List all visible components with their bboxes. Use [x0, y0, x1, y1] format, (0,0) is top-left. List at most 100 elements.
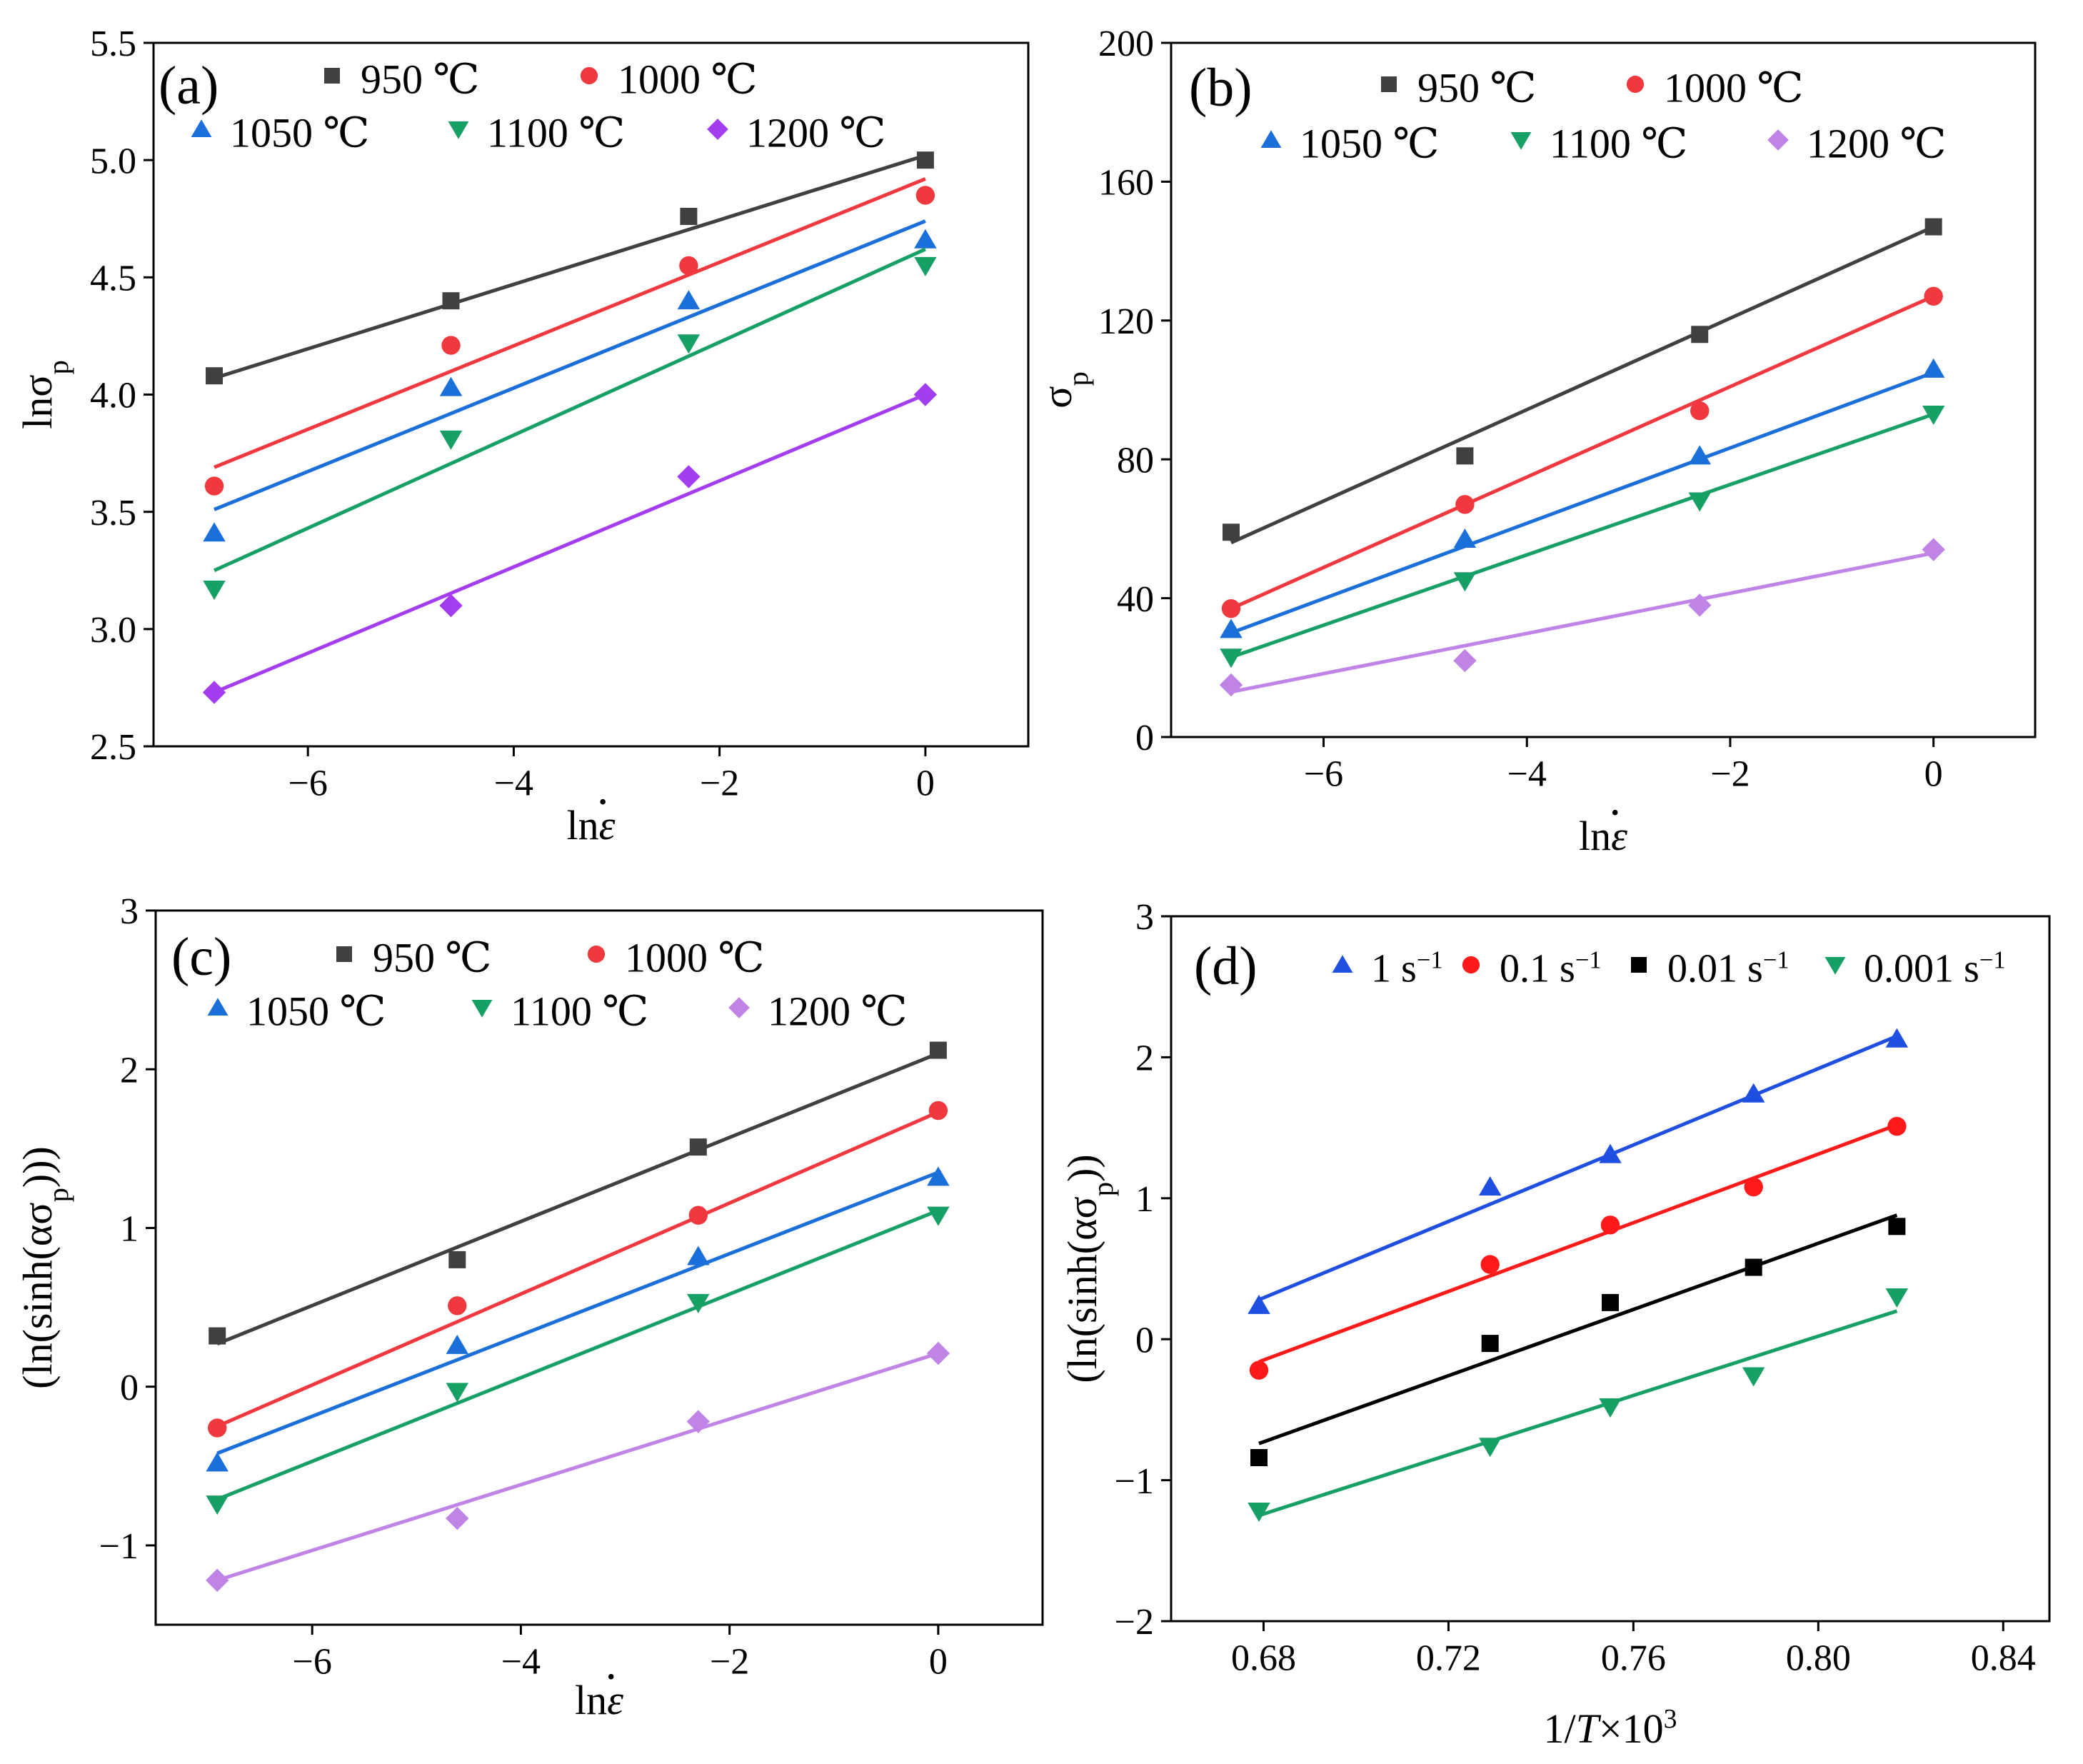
y-tick-label: 3.0: [90, 610, 136, 651]
y-tick-label: 3: [1135, 897, 1154, 938]
legend-label: 1200 ℃: [768, 988, 907, 1034]
legend-label: 1050 ℃: [1300, 120, 1439, 166]
fit-line: [1258, 1034, 1898, 1302]
legend-marker: [728, 997, 750, 1018]
series-5: [1219, 538, 1945, 697]
data-point: [1453, 528, 1477, 548]
data-point: [1744, 1177, 1763, 1197]
data-point: [1248, 1503, 1270, 1523]
x-tick-label: −6: [293, 1642, 332, 1683]
fit-line: [216, 1208, 939, 1501]
data-point: [202, 681, 226, 704]
y-tick-label: 80: [1117, 440, 1154, 481]
y-tick-label: 3.5: [90, 493, 136, 533]
data-point: [439, 593, 463, 618]
fit-line: [216, 1351, 939, 1583]
data-point: [1248, 1294, 1270, 1314]
legend-label: 0.01 s−1: [1667, 946, 1790, 991]
fit-line: [1230, 294, 1934, 611]
data-point: [1742, 1083, 1765, 1103]
plot-frame: [154, 909, 1044, 1626]
legend-label: 0.001 s−1: [1864, 946, 2006, 991]
legend-marker: [1767, 129, 1789, 151]
fit-line: [1258, 1309, 1898, 1518]
legend-label: 950 ℃: [373, 934, 491, 981]
panel-label: (a): [159, 56, 219, 116]
data-point: [441, 336, 461, 355]
legend-marker: [1332, 955, 1353, 973]
y-tick-label: 4.0: [90, 376, 136, 416]
fit-line: [214, 393, 926, 694]
data-point: [926, 1341, 950, 1365]
x-tick-label: −6: [288, 763, 328, 804]
x-tick-label: 0: [916, 763, 935, 804]
legend-marker: [1631, 957, 1647, 973]
data-point: [677, 290, 701, 310]
panel-label: (d): [1194, 936, 1258, 996]
data-point: [689, 1138, 707, 1156]
data-point: [442, 292, 460, 310]
data-point: [1688, 445, 1711, 465]
y-tick-label: 4.5: [90, 259, 136, 299]
series-3: [1220, 358, 1945, 638]
data-point: [1222, 523, 1240, 541]
data-point: [1219, 673, 1243, 697]
data-point: [1742, 1367, 1765, 1387]
data-point: [1691, 326, 1709, 344]
legend-label: 1100 ℃: [1550, 120, 1687, 166]
data-point: [929, 1041, 947, 1059]
x-tick-label: −2: [710, 1642, 749, 1683]
series-1: [1248, 1028, 1909, 1314]
data-point: [1599, 1398, 1622, 1418]
legend-label: 1 s−1: [1371, 946, 1443, 991]
x-axis-label: lnε: [1579, 813, 1627, 859]
data-point: [914, 229, 937, 249]
legend-label: 950 ℃: [1417, 64, 1536, 111]
legend-marker: [1260, 130, 1282, 148]
y-axis-label: (ln(sinh(ασp))): [14, 1146, 74, 1389]
x-tick-label: −6: [1304, 754, 1343, 795]
data-point: [927, 1166, 950, 1186]
x-tick-label: 0.80: [1786, 1638, 1851, 1679]
data-point: [1600, 1216, 1620, 1235]
legend: 950 ℃ 1000 ℃ 1050 ℃ 1100 ℃ 1200 ℃: [191, 56, 885, 156]
data-point: [1888, 1218, 1906, 1236]
legend: 1 s−1 0.1 s−1 0.01 s−1 0.001 s−1: [1332, 946, 2006, 991]
data-point: [1220, 618, 1243, 638]
series-1: [1222, 218, 1942, 545]
data-point: [1478, 1438, 1502, 1458]
data-point: [1453, 572, 1477, 592]
data-point: [1690, 401, 1710, 421]
data-point: [1885, 1288, 1909, 1308]
x-tick-label: −4: [501, 1642, 541, 1683]
y-tick-label: 5.0: [90, 141, 136, 181]
series-5: [202, 383, 938, 704]
series-4: [1248, 1288, 1909, 1523]
data-point: [1924, 218, 1942, 236]
legend-marker: [707, 119, 728, 140]
data-point: [1885, 1028, 1909, 1048]
data-point: [203, 581, 226, 601]
data-point: [1480, 1255, 1500, 1274]
fit-line: [216, 1110, 939, 1428]
legend-label: 1050 ℃: [230, 109, 369, 156]
data-point: [1922, 538, 1945, 561]
y-tick-label: 2: [1135, 1038, 1154, 1079]
series-2: [208, 1101, 948, 1438]
fit-line: [216, 1051, 939, 1345]
data-point: [1453, 648, 1477, 673]
y-tick-label: 200: [1098, 24, 1154, 64]
data-point: [916, 151, 934, 169]
y-tick-label: 3: [120, 891, 139, 932]
fit-line: [214, 177, 926, 469]
fit-line: [1230, 551, 1934, 694]
y-tick-label: 0: [120, 1368, 139, 1408]
data-point: [1599, 1143, 1622, 1163]
fit-line: [1230, 371, 1934, 635]
fit-line: [1230, 225, 1934, 545]
data-point: [206, 1568, 229, 1592]
series-5: [206, 1341, 950, 1592]
data-point: [448, 1296, 467, 1316]
